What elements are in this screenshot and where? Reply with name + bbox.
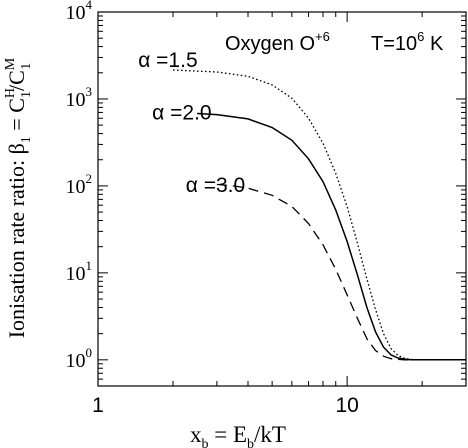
series-labels: α =1.5 α =2.0 α =3.0 — [138, 49, 245, 197]
y-ticks: 100 101 102 103 104 — [66, 0, 466, 387]
series-line-3 — [216, 183, 466, 361]
x-ticks: 1 10 — [92, 12, 467, 417]
series-layer — [172, 69, 466, 361]
series-label-1: α =1.5 — [138, 49, 197, 72]
y-tick-label: 101 — [66, 258, 93, 285]
y-tick-label: 102 — [66, 171, 93, 198]
species-annotation: Oxygen O+6 — [225, 29, 330, 55]
series-label-3: α =3.0 — [186, 174, 245, 197]
y-tick-label: 104 — [66, 0, 93, 24]
y-axis-label: Ionisation rate ratio: β1 = CH1/CM1 — [3, 57, 34, 338]
series-line-2 — [197, 112, 466, 361]
y-tick-label: 100 — [66, 345, 93, 372]
series-label-2: α =2.0 — [152, 101, 211, 124]
x-tick-label: 1 — [92, 394, 104, 417]
temperature-annotation: T=106 K — [371, 29, 444, 55]
x-tick-label: 10 — [335, 394, 358, 417]
y-tick-label: 103 — [66, 84, 93, 111]
series-line-1 — [172, 69, 466, 361]
x-axis-label: xb = Eb/kT — [190, 422, 286, 448]
